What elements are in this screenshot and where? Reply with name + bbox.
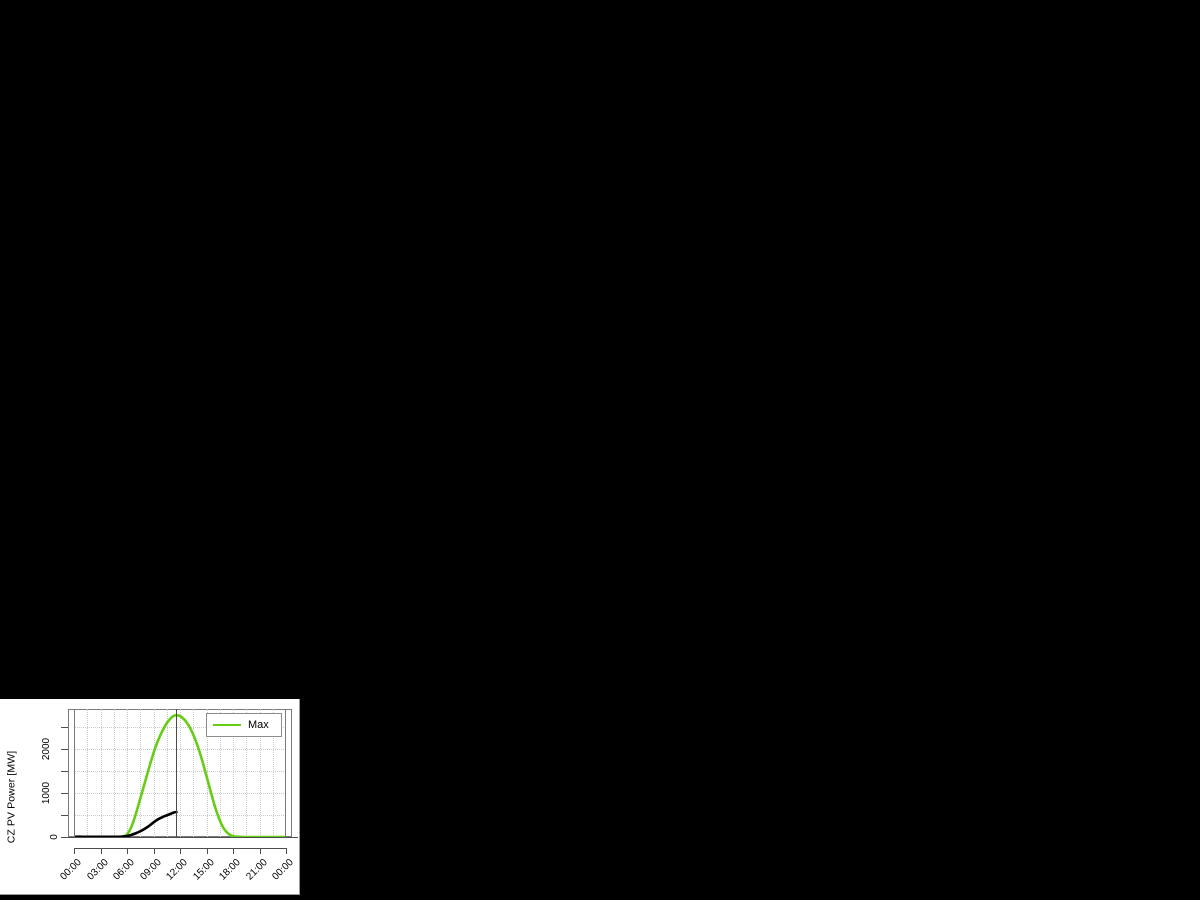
grid-line-vertical (100, 709, 102, 837)
grid-line-vertical-minor (87, 709, 89, 837)
grid-line-vertical-minor (219, 709, 221, 837)
grid-line-vertical (127, 709, 128, 837)
plot-area (74, 709, 286, 837)
y-tick-mark-minor (61, 726, 68, 728)
grid-line-vertical (153, 709, 155, 837)
current-time-marker (176, 709, 178, 837)
y-axis-title: CZ PV Power [MW] (0, 699, 22, 895)
chart-panel: CZ PV Power [MW] 0 1000 2000 00:00 03:00 06:… (0, 699, 300, 895)
x-tick-mark (259, 848, 261, 854)
zero-baseline (62, 837, 298, 838)
legend-label-max: Max (248, 719, 269, 731)
x-tick-mark (100, 848, 102, 854)
x-tick-mark (286, 848, 287, 854)
grid-line-vertical-minor (113, 709, 115, 837)
y-tick-mark-minor (61, 770, 68, 772)
x-tick-mark (153, 848, 155, 854)
grid-line-vertical-minor (166, 709, 168, 837)
y-tick-label-text: 1000 (40, 781, 52, 804)
y-tick-label: 1000 (36, 782, 58, 804)
x-tick-mark (233, 848, 234, 854)
x-tick-mark (127, 848, 128, 854)
x-tick-mark (206, 848, 208, 854)
y-tick-mark-major (61, 748, 68, 750)
grid-line-vertical-minor (272, 709, 274, 837)
y-tick-label-text: 2000 (40, 737, 52, 760)
grid-line-vertical-minor (140, 709, 142, 837)
grid-line-vertical (233, 709, 234, 837)
grid-line-vertical (259, 709, 261, 837)
legend-line-swatch-max (213, 724, 241, 726)
y-tick-label: 2000 (36, 738, 58, 760)
x-tick-mark (74, 848, 75, 854)
series-line-actual (74, 810, 178, 837)
chart-legend: Max (206, 713, 282, 737)
y-tick-mark-major (61, 792, 68, 794)
y-tick-mark-minor (61, 814, 68, 816)
grid-line-vertical (180, 709, 181, 837)
x-tick-mark (180, 848, 181, 854)
y-axis-title-text: CZ PV Power [MW] (5, 750, 18, 844)
grid-line-vertical-minor (193, 709, 195, 837)
y-axis-tick-labels: 0 1000 2000 (22, 699, 60, 895)
grid-line-vertical-minor (246, 709, 248, 837)
